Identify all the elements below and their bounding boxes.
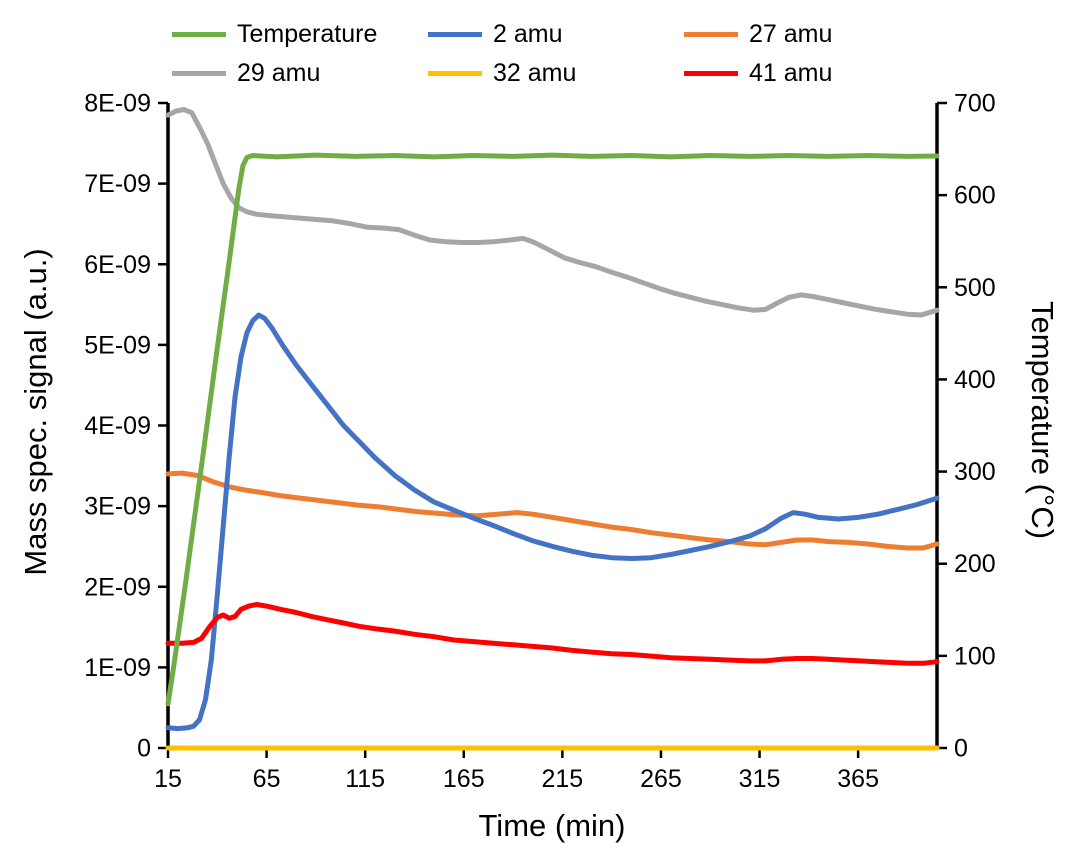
legend-item-29-amu: 29 amu <box>172 61 428 86</box>
legend-swatch-temperature <box>172 32 226 37</box>
x-tick-label: 315 <box>739 765 781 793</box>
x-tick-label: 365 <box>837 765 879 793</box>
legend-item-27-amu: 27 amu <box>684 22 940 47</box>
chart-legend: Temperature 2 amu 27 amu 29 amu 32 amu 41 amu <box>172 22 940 86</box>
series-line-2-amu <box>165 312 940 732</box>
legend-label: 27 amu <box>749 20 833 48</box>
legend-label: 2 amu <box>493 20 563 48</box>
legend-label: Temperature <box>237 20 378 48</box>
y-left-tick-label: 0 <box>137 735 151 763</box>
y-right-tick-label: 400 <box>954 366 996 394</box>
y-right-tick-label: 600 <box>954 182 996 210</box>
legend-label: 32 amu <box>493 59 577 87</box>
y-axis-left-title: Mass spec. signal (a.u.) <box>18 248 53 576</box>
legend-swatch-29-amu <box>172 71 226 76</box>
y-right-tick-label: 300 <box>954 458 996 486</box>
x-tick-label: 215 <box>541 765 583 793</box>
x-tick-label: 265 <box>640 765 682 793</box>
series-line-27-amu <box>165 470 940 551</box>
legend-item-41-amu: 41 amu <box>684 61 940 86</box>
y-left-tick-label: 7E-09 <box>84 170 151 198</box>
y-right-tick-label: 500 <box>954 274 996 302</box>
x-tick-label: 115 <box>345 765 385 793</box>
legend-item-32-amu: 32 amu <box>428 61 684 86</box>
y-left-tick-label: 1E-09 <box>84 654 151 682</box>
legend-label: 29 amu <box>237 59 321 87</box>
series-line-temperature <box>165 152 940 707</box>
y-right-tick-label: 200 <box>954 550 996 578</box>
y-left-tick-label: 4E-09 <box>84 412 151 440</box>
y-left-tick-label: 2E-09 <box>84 573 151 601</box>
legend-swatch-2-amu <box>428 32 482 37</box>
y-right-tick-label: 0 <box>954 735 968 763</box>
x-axis-title: Time (min) <box>478 808 626 843</box>
legend-swatch-41-amu <box>684 71 738 76</box>
y-left-tick-label: 5E-09 <box>84 331 151 359</box>
y-left-tick-label: 8E-09 <box>84 90 151 118</box>
x-tick-label: 65 <box>253 765 281 793</box>
y-axis-right-title: Temperature (°C) <box>1025 300 1060 540</box>
y-right-tick-label: 700 <box>954 90 996 118</box>
y-right-tick-label: 100 <box>954 642 996 670</box>
legend-item-temperature: Temperature <box>172 22 428 47</box>
legend-item-2-amu: 2 amu <box>428 22 684 47</box>
x-tick-label: 15 <box>154 765 182 793</box>
legend-swatch-27-amu <box>684 32 738 37</box>
y-left-tick-label: 3E-09 <box>84 493 151 521</box>
series-line-29-amu <box>165 107 940 318</box>
x-tick-label: 165 <box>443 765 485 793</box>
y-left-tick-label: 6E-09 <box>84 251 151 279</box>
legend-label: 41 amu <box>749 59 833 87</box>
series-line-41-amu <box>165 602 940 666</box>
legend-swatch-32-amu <box>428 71 482 76</box>
